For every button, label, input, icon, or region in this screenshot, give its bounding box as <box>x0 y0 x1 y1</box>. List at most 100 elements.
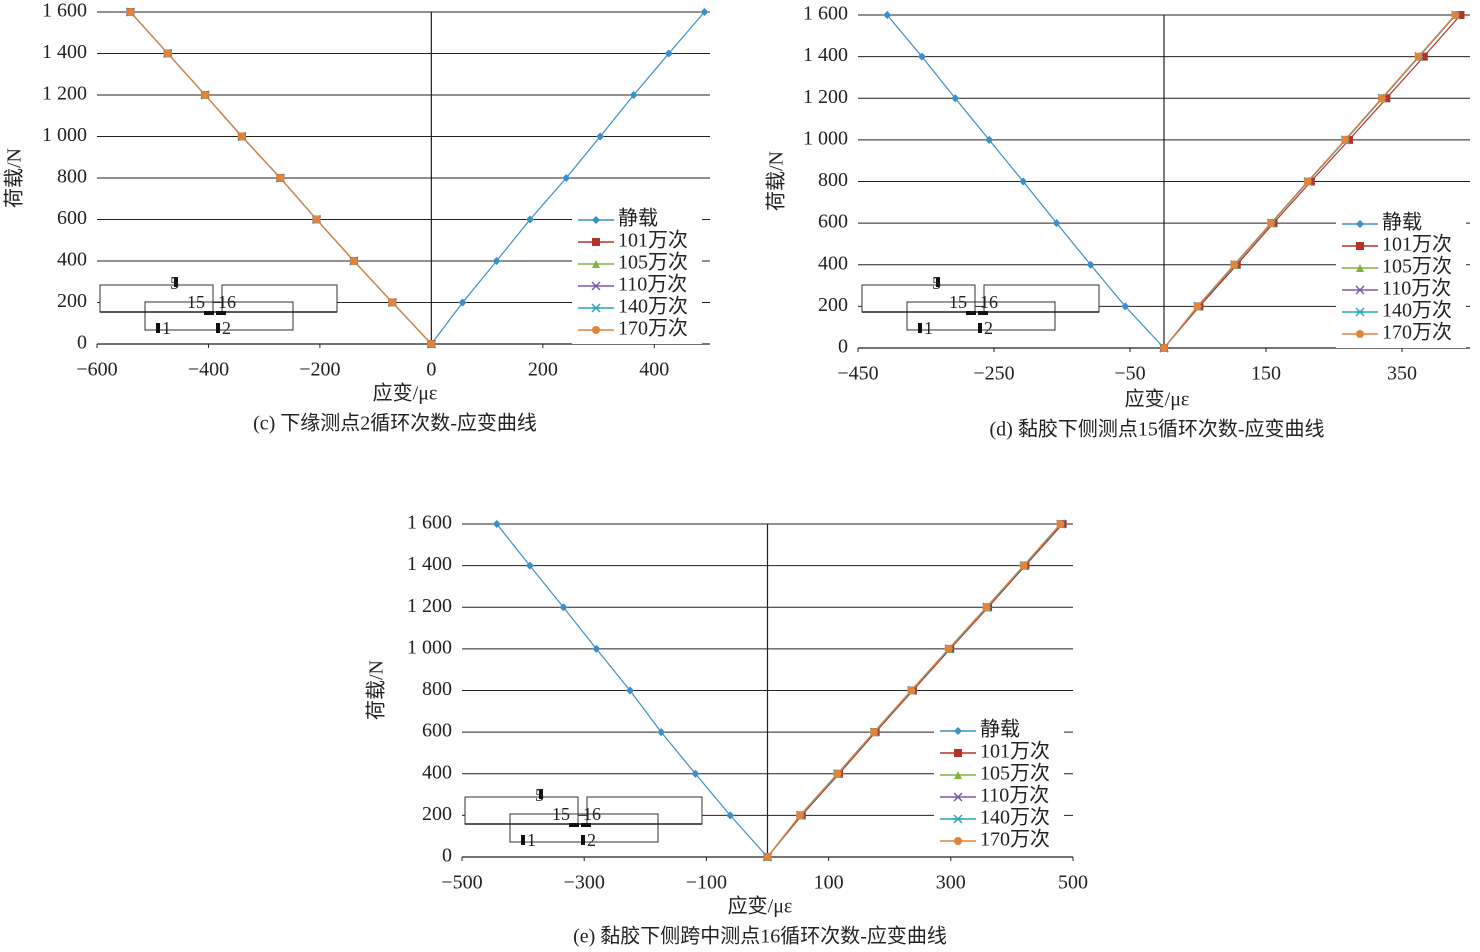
y-tick-label: 600 <box>57 207 87 229</box>
point-marker <box>917 52 926 61</box>
point-marker <box>592 216 600 224</box>
point-marker <box>657 728 666 737</box>
inset-label: 15 <box>949 292 967 312</box>
inset-label: 15 <box>552 804 570 824</box>
legend-label: 170万次 <box>980 828 1050 851</box>
inset-gauge <box>978 311 988 315</box>
y-tick-label: 800 <box>422 678 452 700</box>
point-marker <box>726 811 735 820</box>
point-marker <box>1414 52 1423 61</box>
point-marker <box>427 340 436 348</box>
inset-beam <box>464 796 579 825</box>
inset-label: 2 <box>984 318 993 338</box>
point-marker <box>1052 219 1061 228</box>
point-marker <box>982 603 991 612</box>
x-tick-label: 500 <box>1058 872 1088 894</box>
y-tick-label: 400 <box>57 249 87 271</box>
point-marker <box>953 814 963 824</box>
point-marker <box>349 257 358 265</box>
point-marker <box>1019 177 1028 186</box>
point-marker <box>1377 94 1386 103</box>
x-tick-label: −100 <box>686 872 727 894</box>
inset-label: 1 <box>527 830 536 850</box>
y-tick-label: 0 <box>838 336 848 358</box>
legend-box <box>934 719 1064 855</box>
point-marker <box>1451 11 1460 19</box>
legend-box <box>572 208 702 344</box>
y-tick-label: 600 <box>818 211 848 233</box>
y-tick-label: 1 000 <box>407 636 452 658</box>
point-marker <box>944 644 953 653</box>
point-marker <box>458 298 467 307</box>
y-tick-label: 200 <box>818 294 848 316</box>
point-marker <box>1355 285 1365 295</box>
point-marker <box>951 94 960 103</box>
inset-gauge <box>174 277 178 287</box>
inset-gauge <box>918 323 922 333</box>
legend-label: 170万次 <box>618 317 688 340</box>
inset-gauge <box>569 823 579 827</box>
point-marker <box>1355 307 1365 317</box>
x-tick-label: 300 <box>936 872 966 894</box>
y-tick-label: 200 <box>422 803 452 825</box>
point-marker <box>1356 330 1364 338</box>
y-tick-label: 1 200 <box>407 595 452 617</box>
x-tick-label: −450 <box>837 363 878 385</box>
y-tick-label: 1 400 <box>407 553 452 575</box>
x-tick-label: −200 <box>299 359 340 381</box>
point-marker <box>954 771 962 779</box>
y-tick-label: 0 <box>77 332 87 354</box>
point-marker <box>591 303 601 313</box>
legend-label: 静载 <box>618 207 658 230</box>
x-tick-label: −250 <box>973 363 1014 385</box>
inset-beam <box>983 284 1100 313</box>
inset-label: 16 <box>980 292 998 312</box>
inset-label: 1 <box>162 318 171 338</box>
point-marker <box>763 853 772 861</box>
x-tick-label: 0 <box>426 359 436 381</box>
x-tick-label: −400 <box>188 359 229 381</box>
legend-label: 110万次 <box>1382 277 1451 300</box>
x-tick-label: −600 <box>76 359 117 381</box>
point-marker <box>1456 11 1465 19</box>
y-tick-label: 1 400 <box>42 41 87 63</box>
legend-label: 110万次 <box>980 784 1049 807</box>
point-marker <box>1193 302 1202 311</box>
inset-beam <box>99 284 214 313</box>
chart-title: (d) 黏胶下侧测点15循环次数-应变曲线 <box>990 418 1325 441</box>
point-marker <box>1086 260 1095 269</box>
point-marker <box>985 135 994 144</box>
x-tick-label: 200 <box>528 359 558 381</box>
y-tick-label: 1 000 <box>803 127 848 149</box>
inset-label: 5 <box>170 273 179 293</box>
legend-label: 静载 <box>1382 211 1422 234</box>
legend-label: 101万次 <box>980 740 1050 763</box>
inset-label: 5 <box>932 273 941 293</box>
point-marker <box>596 132 605 141</box>
point-marker <box>388 298 397 307</box>
point-marker <box>691 769 700 778</box>
point-marker <box>163 49 172 58</box>
legend-label: 静载 <box>980 718 1020 741</box>
x-tick-label: −300 <box>564 872 605 894</box>
legend-label: 101万次 <box>1382 233 1452 256</box>
inset-label: 2 <box>587 830 596 850</box>
inset-gauge <box>966 311 976 315</box>
legend-label: 105万次 <box>980 762 1050 785</box>
point-marker <box>201 91 210 99</box>
point-marker <box>1121 302 1130 311</box>
inset-label: 16 <box>583 804 601 824</box>
point-marker <box>795 811 804 820</box>
point-marker <box>559 603 568 612</box>
inset-label: 2 <box>222 318 231 338</box>
legend-label: 110万次 <box>618 273 687 296</box>
inset-gauge <box>936 277 940 287</box>
y-tick-label: 1 000 <box>42 124 87 146</box>
y-tick-label: 1 400 <box>803 44 848 66</box>
point-marker <box>1160 344 1168 352</box>
legend-label: 140万次 <box>1382 299 1452 322</box>
y-axis-label: 荷载/N <box>3 148 26 208</box>
y-tick-label: 1 200 <box>803 86 848 108</box>
point-marker <box>954 727 962 735</box>
